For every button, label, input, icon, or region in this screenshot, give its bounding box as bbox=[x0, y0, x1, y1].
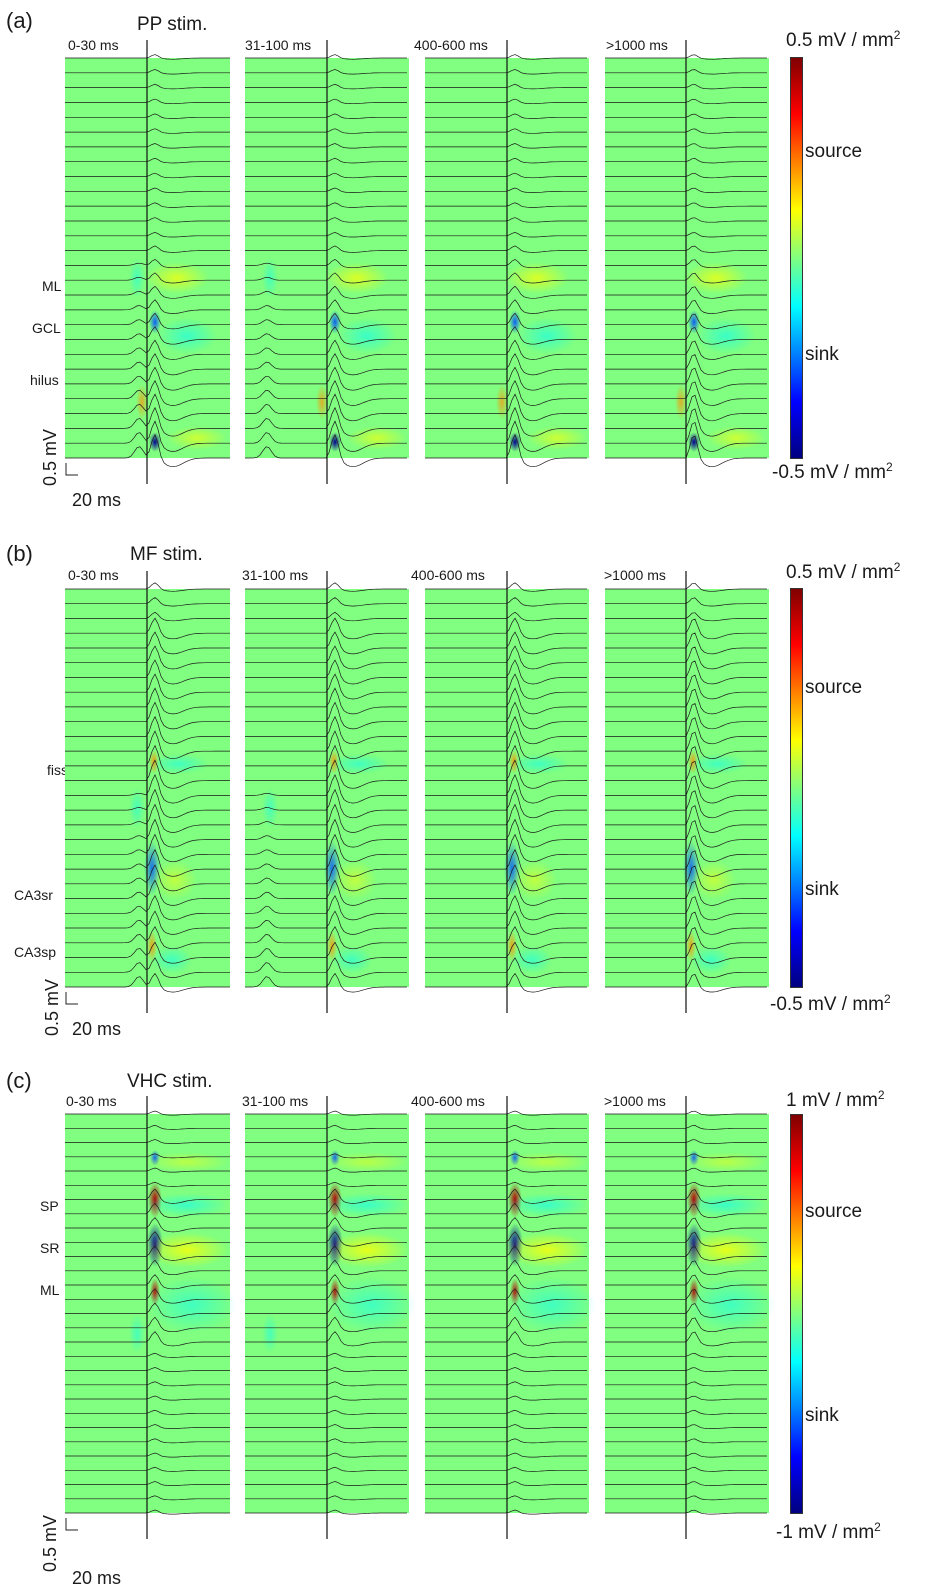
layer-label: CA3sp bbox=[14, 944, 57, 960]
csd-map bbox=[65, 571, 230, 1013]
colorbar-source-label: source bbox=[805, 141, 863, 162]
colorbar-max-label: 0.5 mV / mm2 bbox=[786, 560, 901, 583]
colorbar-max-label: 1 mV / mm2 bbox=[786, 1088, 885, 1111]
time-window-label: 31-100 ms bbox=[242, 1093, 309, 1109]
time-window-label: 0-30 ms bbox=[68, 37, 119, 53]
time-window-label: 0-30 ms bbox=[66, 1093, 117, 1109]
stimulus-title: VHC stim. bbox=[127, 1071, 213, 1092]
layer-label: GCL bbox=[32, 320, 61, 336]
scale-bar bbox=[65, 1518, 78, 1531]
time-window-label: 400-600 ms bbox=[411, 567, 485, 583]
colorbar-sink-label: sink bbox=[805, 344, 839, 365]
colorbar bbox=[790, 588, 803, 988]
time-scale-label: 20 ms bbox=[72, 1568, 122, 1588]
layer-label: SR bbox=[40, 1240, 60, 1256]
colorbar-min-label: -1 mV / mm2 bbox=[776, 1520, 881, 1543]
time-window-label: 31-100 ms bbox=[245, 37, 312, 53]
time-window-label: 0-30 ms bbox=[68, 567, 119, 583]
panel-a: (a) PP stim. 0-30 ms 31-100 ms 400-600 m… bbox=[0, 0, 938, 510]
colorbar bbox=[790, 57, 803, 459]
time-window-label: 400-600 ms bbox=[411, 1093, 485, 1109]
colorbar-sink-label: sink bbox=[805, 1405, 839, 1426]
layer-label: CA3sr bbox=[14, 887, 53, 903]
panel-letter: (b) bbox=[6, 541, 33, 566]
time-scale-label: 20 ms bbox=[72, 490, 122, 510]
csd-map bbox=[245, 1096, 416, 1539]
csd-map bbox=[425, 40, 589, 484]
time-window-label: >1000 ms bbox=[604, 567, 666, 583]
panel-letter: (a) bbox=[6, 8, 33, 33]
layer-label: SP bbox=[40, 1198, 59, 1214]
csd-map bbox=[425, 571, 589, 1013]
csd-map bbox=[65, 1096, 236, 1539]
csd-map bbox=[605, 40, 769, 484]
time-scale-label: 20 ms bbox=[72, 1019, 122, 1039]
colorbar-sink-label: sink bbox=[805, 879, 839, 900]
colorbar bbox=[790, 1114, 803, 1514]
time-window-label: >1000 ms bbox=[606, 37, 668, 53]
colorbar-source-label: source bbox=[805, 677, 863, 698]
csd-map bbox=[605, 1096, 775, 1539]
layer-label: hilus bbox=[30, 372, 59, 388]
time-window-label: >1000 ms bbox=[604, 1093, 666, 1109]
layer-label: ML bbox=[42, 278, 62, 294]
panel-b: (b) MF stim. 0-30 ms 31-100 ms 400-600 m… bbox=[6, 541, 901, 1039]
scale-bar bbox=[65, 463, 78, 476]
csd-map bbox=[425, 1096, 596, 1539]
colorbar-source-label: source bbox=[805, 1201, 863, 1222]
csd-map bbox=[245, 40, 409, 484]
stimulus-title: PP stim. bbox=[137, 14, 208, 35]
colorbar-min-label: -0.5 mV / mm2 bbox=[770, 992, 891, 1015]
time-window-label: 31-100 ms bbox=[242, 567, 309, 583]
time-window-label: 400-600 ms bbox=[414, 37, 488, 53]
panel-letter: (c) bbox=[6, 1068, 32, 1093]
csd-map bbox=[605, 571, 769, 1013]
csd-map bbox=[245, 571, 409, 1013]
stimulus-title: MF stim. bbox=[130, 544, 203, 565]
layer-label: ML bbox=[40, 1282, 60, 1298]
scale-bar bbox=[65, 992, 78, 1005]
colorbar-max-label: 0.5 mV / mm2 bbox=[786, 28, 901, 51]
colorbar-min-label: -0.5 mV / mm2 bbox=[772, 460, 893, 483]
csd-map bbox=[65, 40, 230, 484]
